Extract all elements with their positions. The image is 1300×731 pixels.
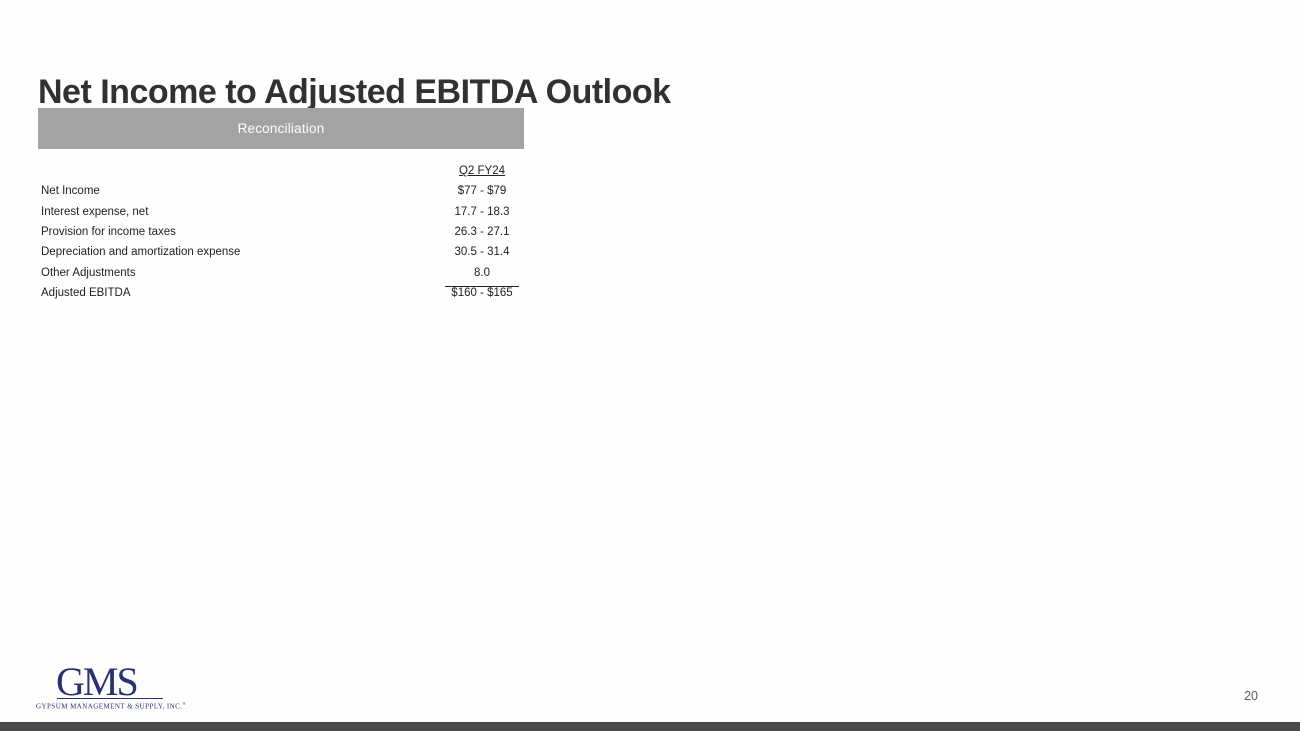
section-header-label: Reconciliation: [237, 121, 325, 136]
gms-logo-text: GMS: [56, 659, 139, 704]
table-row: Other Adjustments 8.0: [41, 262, 519, 282]
row-value: $77 - $79: [457, 185, 507, 198]
row-label: Adjusted EBITDA: [41, 286, 131, 299]
table-row: Interest expense, net 17.7 - 18.3: [41, 202, 519, 222]
table-total-row: Adjusted EBITDA $160 - $165: [41, 283, 519, 303]
page-title: Net Income to Adjusted EBITDA Outlook: [38, 72, 671, 111]
table-row: Net Income $77 - $79: [41, 181, 519, 201]
gms-logo-tagline: GYPSUM MANAGEMENT & SUPPLY, INC.®: [36, 701, 186, 710]
reconciliation-table: Q2 FY24 Net Income $77 - $79 Interest ex…: [41, 161, 519, 303]
row-label: Net Income: [41, 185, 100, 198]
row-value: 26.3 - 27.1: [454, 226, 510, 239]
column-header-q2-fy24: Q2 FY24: [458, 165, 506, 178]
table-header-row: Q2 FY24: [41, 161, 519, 181]
row-value: $160 - $165: [445, 286, 519, 299]
row-value: 8.0: [474, 266, 490, 279]
slide-footer-bar: [0, 722, 1300, 731]
table-row: Depreciation and amortization expense 30…: [41, 242, 519, 262]
row-label: Other Adjustments: [41, 266, 136, 279]
gms-logo-underline: [57, 698, 163, 700]
table-row: Provision for income taxes 26.3 - 27.1: [41, 222, 519, 242]
page-number: 20: [1244, 689, 1258, 703]
section-header-bar: Reconciliation: [38, 108, 524, 149]
row-label: Provision for income taxes: [41, 226, 176, 239]
row-value: 30.5 - 31.4: [454, 246, 510, 259]
row-value: 17.7 - 18.3: [454, 205, 510, 218]
gms-tagline-text: GYPSUM MANAGEMENT & SUPPLY, INC.: [36, 702, 183, 711]
row-label: Interest expense, net: [41, 205, 149, 218]
row-label: Depreciation and amortization expense: [41, 246, 241, 259]
registered-trademark-symbol: ®: [182, 701, 187, 706]
